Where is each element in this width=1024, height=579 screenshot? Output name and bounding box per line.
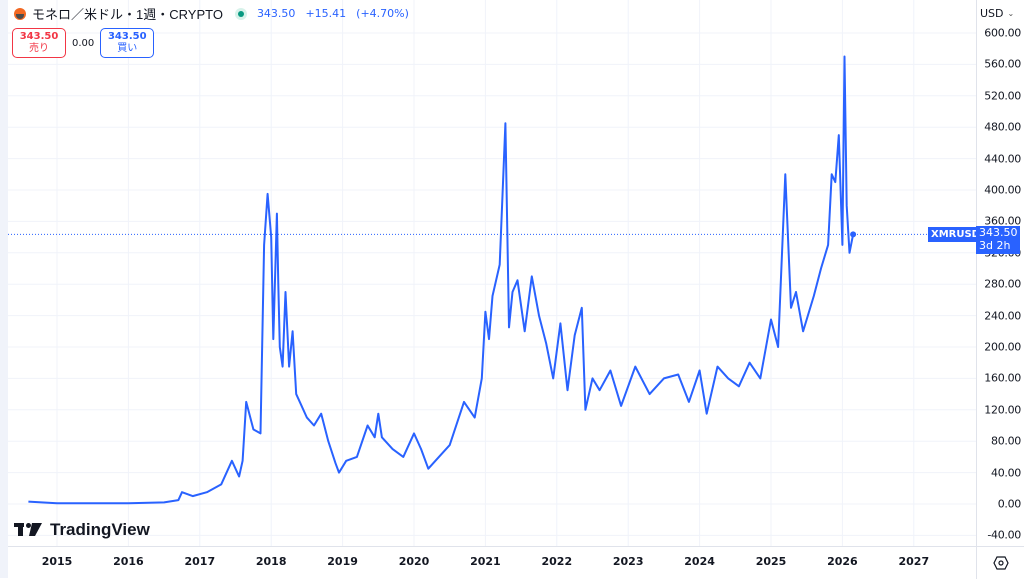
- time-axis-tick: 2019: [327, 555, 358, 568]
- price-axis-tick: -40.00: [987, 528, 1021, 542]
- symbol-price-tag: XMRUSD: [928, 227, 983, 242]
- tradingview-logo[interactable]: TradingView: [14, 520, 150, 540]
- sell-label: 売り: [29, 43, 49, 54]
- last-point-marker: [850, 231, 857, 238]
- time-axis-tick: 2023: [612, 555, 644, 568]
- time-axis-tick: 2020: [398, 555, 430, 568]
- price-axis-tick: 120.00: [984, 403, 1021, 417]
- price-chart[interactable]: [8, 0, 976, 546]
- currency-selector[interactable]: USD ⌄: [980, 4, 1018, 22]
- price-line-series[interactable]: [28, 55, 855, 505]
- price-axis-tick: 480.00: [984, 120, 1021, 134]
- time-axis-tick: 2017: [184, 555, 216, 568]
- price-axis-tick: 80.00: [991, 434, 1021, 448]
- buy-label: 買い: [117, 43, 138, 54]
- sell-button[interactable]: 343.50 売り: [12, 28, 66, 58]
- price-change: +15.41: [305, 7, 347, 20]
- sell-price: 343.50: [19, 31, 59, 42]
- time-axis[interactable]: 2015 2016 2017 2018 2019 2020 2021 2022 2023 2024…: [8, 546, 976, 579]
- settings-hexagon-icon: [993, 556, 1009, 570]
- price-axis-tick: 0.00: [997, 497, 1022, 511]
- time-axis-tick: 2022: [541, 555, 573, 568]
- last-price-tag-value: 343.50: [979, 226, 1018, 239]
- spread-value: 0.00: [72, 37, 95, 49]
- time-axis-tick: 2016: [113, 555, 144, 568]
- price-axis-tick: 160.00: [984, 371, 1021, 385]
- price-axis-tick: 560.00: [984, 57, 1021, 71]
- chevron-down-icon: ⌄: [1007, 8, 1015, 18]
- price-axis-tick: 600.00: [984, 26, 1021, 40]
- buy-price: 343.50: [107, 31, 147, 42]
- left-border: [0, 0, 8, 578]
- price-axis-tick: 440.00: [984, 152, 1021, 166]
- price-axis-tick: 240.00: [984, 309, 1021, 323]
- last-price: 343.50: [256, 7, 296, 20]
- time-axis-tick: 2015: [41, 555, 73, 568]
- time-axis-tick: 2027: [898, 555, 930, 568]
- symbol-title[interactable]: モネロ／米ドル・1週・CRYPTO: [32, 7, 223, 22]
- last-price-tag: 343.50 3d 2h: [976, 226, 1020, 254]
- tradingview-logo-icon: [14, 523, 42, 536]
- logo-text: TradingView: [50, 520, 150, 539]
- time-axis-tick: 2021: [470, 555, 501, 568]
- price-axis-tick: 360.00: [984, 214, 1021, 228]
- price-axis-tick: 520.00: [984, 89, 1021, 103]
- currency-label: USD: [980, 6, 1004, 20]
- time-axis-tick: 2024: [684, 555, 715, 568]
- time-axis-tick: 2026: [827, 555, 858, 568]
- price-axis-tick: 280.00: [984, 277, 1021, 291]
- price-axis[interactable]: 600.00 560.00 520.00 480.00 440.00 400.00 360.…: [976, 0, 1024, 546]
- price-axis-tick: 200.00: [984, 340, 1021, 354]
- time-axis-tick: 2018: [255, 555, 287, 568]
- trade-panel: 343.50 売り 0.00 343.50 買い: [12, 28, 155, 58]
- chart-settings-button[interactable]: [976, 546, 1024, 579]
- symbol-legend: モネロ／米ドル・1週・CRYPTO 343.50 +15.41 (+4.70%): [14, 4, 409, 23]
- market-status-icon[interactable]: [234, 7, 247, 20]
- price-change-percent: (+4.70%): [356, 7, 409, 20]
- time-axis-tick: 2025: [755, 555, 787, 568]
- bar-countdown: 3d 2h: [979, 239, 1011, 252]
- price-axis-tick: 400.00: [984, 183, 1021, 197]
- price-axis-tick: 40.00: [991, 466, 1021, 480]
- buy-button[interactable]: 343.50 買い: [100, 28, 155, 58]
- monero-icon: [14, 7, 26, 20]
- plot-area[interactable]: [8, 0, 976, 546]
